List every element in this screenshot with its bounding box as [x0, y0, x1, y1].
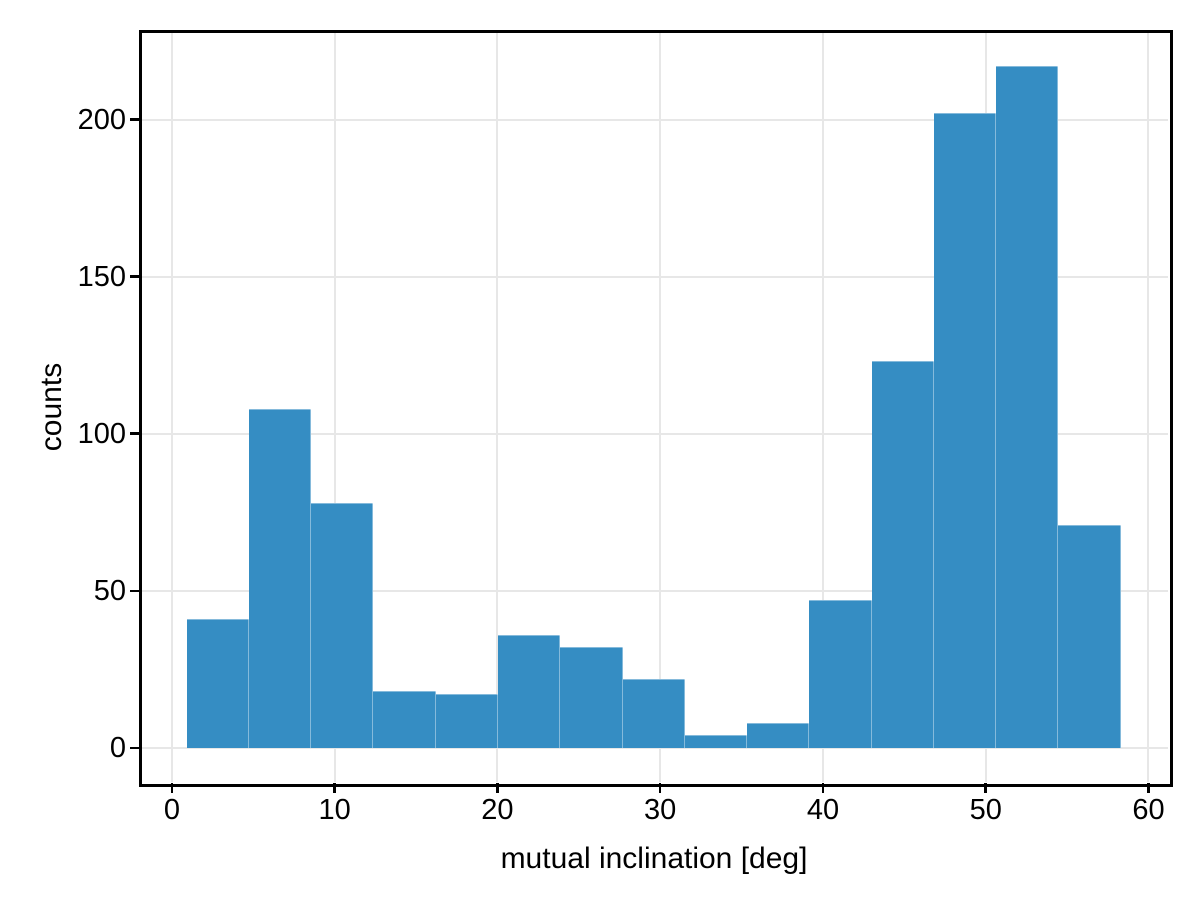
x-tick-mark	[984, 783, 987, 793]
x-tick-label: 20	[481, 794, 514, 826]
x-gridline	[170, 32, 173, 782]
x-tick-mark	[333, 783, 336, 793]
x-tick-label: 60	[1132, 794, 1165, 826]
x-gridline	[659, 32, 662, 782]
y-tick-mark	[130, 589, 140, 593]
histogram-bar	[186, 619, 249, 748]
histogram-bar	[747, 722, 810, 748]
y-gridline	[141, 118, 1168, 121]
histogram-bar	[497, 634, 561, 748]
histogram-bar	[933, 113, 997, 748]
y-gridline	[141, 432, 1168, 435]
histogram-bar	[373, 691, 436, 748]
histogram-bar	[1058, 524, 1121, 748]
histogram-bar	[435, 694, 498, 748]
x-tick-mark	[496, 783, 499, 793]
y-gridline	[141, 589, 1168, 592]
x-tick-label: 30	[644, 794, 677, 826]
x-gridline	[496, 32, 499, 782]
x-gridline	[333, 32, 336, 782]
histogram-bar	[809, 600, 872, 748]
y-gridline	[141, 275, 1168, 278]
y-tick-mark	[130, 275, 140, 278]
x-axis-label: mutual inclination [deg]	[500, 842, 808, 875]
x-tick-label: 50	[969, 794, 1002, 826]
x-gridline	[821, 32, 824, 782]
x-gridline	[1147, 32, 1150, 782]
bars-layer	[141, 32, 1168, 782]
x-tick-label: 40	[806, 794, 840, 826]
histogram-bar	[684, 735, 748, 748]
y-axis-label: counts	[35, 362, 68, 452]
x-tick-mark	[658, 783, 662, 793]
histogram-bar	[622, 678, 685, 748]
y-tick-label: 200	[77, 103, 126, 136]
y-tick-mark	[130, 118, 140, 121]
x-tick-mark	[170, 783, 174, 793]
y-tick-label: 100	[77, 417, 126, 450]
x-tick-label: 10	[318, 794, 351, 826]
plot-area	[139, 30, 1173, 787]
x-tick-label: 0	[163, 794, 180, 826]
y-tick-label: 0	[109, 731, 126, 764]
y-tick-label: 50	[93, 574, 126, 607]
y-tick-mark	[130, 432, 140, 435]
y-tick-mark	[130, 746, 140, 750]
y-tick-label: 150	[77, 260, 126, 293]
histogram-bar	[871, 361, 934, 748]
histogram-bar	[560, 647, 623, 748]
histogram-bar	[311, 502, 374, 748]
histogram-bar	[996, 66, 1059, 748]
y-gridline	[141, 746, 1168, 749]
x-tick-mark	[1147, 783, 1150, 793]
x-tick-mark	[821, 783, 825, 793]
histogram-bar	[248, 408, 312, 748]
